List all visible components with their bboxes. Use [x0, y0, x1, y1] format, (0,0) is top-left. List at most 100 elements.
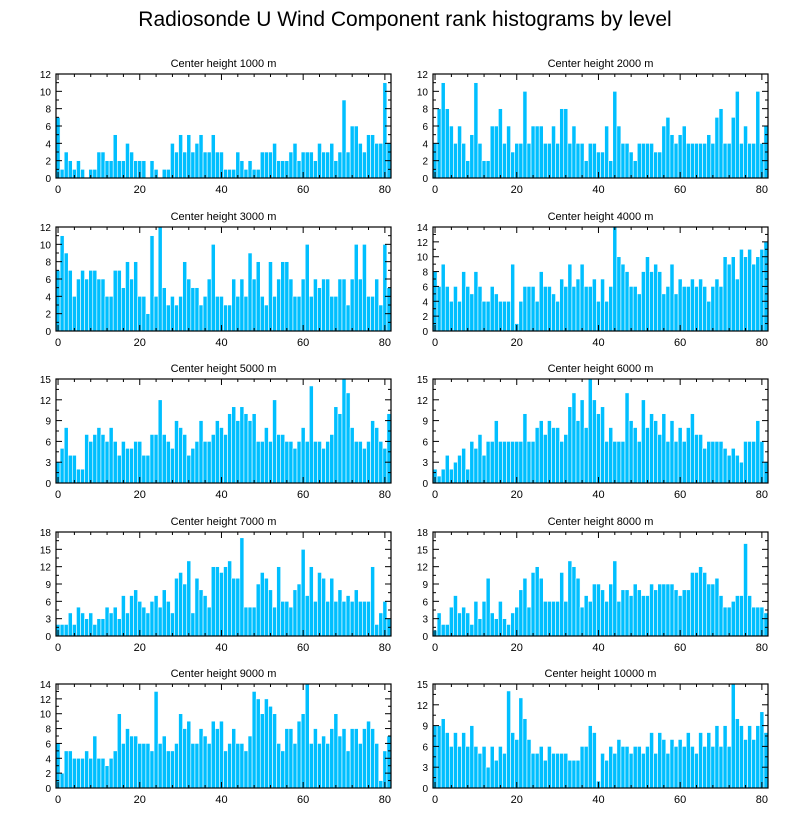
bar — [161, 287, 167, 332]
bar — [502, 441, 507, 484]
bar — [255, 441, 261, 484]
bar — [730, 683, 736, 789]
bar — [280, 160, 286, 179]
bar — [628, 151, 634, 179]
bar — [444, 624, 450, 637]
bar — [202, 151, 208, 179]
bar — [149, 750, 155, 789]
bar — [645, 595, 650, 637]
bar — [592, 143, 597, 179]
bar — [477, 753, 483, 789]
x-tick-label: 20 — [511, 794, 523, 806]
bar — [88, 612, 94, 637]
x-tick-label: 80 — [379, 642, 391, 654]
panel-title: Center height 2000 m — [548, 58, 654, 70]
bar — [510, 151, 516, 179]
bar — [735, 718, 740, 789]
bar — [223, 750, 228, 789]
bar — [215, 420, 220, 484]
x-tick-label: 80 — [756, 337, 768, 349]
bar — [174, 743, 179, 789]
y-tick-label: 2 — [422, 312, 428, 323]
bar — [677, 278, 683, 332]
bar — [636, 746, 642, 789]
bar — [608, 746, 614, 789]
bar — [304, 244, 310, 332]
bar — [108, 427, 114, 484]
bar — [522, 91, 528, 179]
bar — [296, 583, 302, 637]
x-tick-label: 40 — [215, 489, 227, 501]
bar — [661, 413, 667, 484]
bar — [321, 577, 326, 637]
y-tick-label: 15 — [417, 545, 429, 556]
bar — [763, 732, 769, 789]
bar — [251, 606, 257, 637]
bar — [292, 448, 298, 484]
bar — [215, 296, 220, 332]
x-tick-label: 0 — [55, 794, 61, 806]
bar — [345, 750, 351, 789]
bar — [129, 735, 134, 789]
y-tick-label: 4 — [45, 754, 51, 765]
bar — [722, 143, 728, 179]
bar — [440, 468, 446, 484]
x-tick-label: 40 — [215, 184, 227, 196]
bar — [665, 117, 671, 179]
bar — [358, 601, 363, 637]
bar — [378, 780, 384, 789]
bar — [272, 713, 277, 789]
y-tick-label: 18 — [40, 528, 52, 539]
bar — [551, 753, 556, 789]
bar — [174, 420, 179, 484]
bar — [567, 406, 573, 484]
bar — [477, 143, 483, 179]
bar — [710, 746, 716, 789]
bar — [714, 725, 720, 789]
bar — [198, 304, 204, 332]
bar — [612, 560, 618, 637]
bar — [755, 725, 761, 789]
bar — [370, 296, 375, 332]
bar — [514, 441, 520, 484]
bar — [632, 583, 638, 637]
bar — [596, 413, 601, 484]
bar — [555, 427, 560, 484]
bar — [202, 441, 208, 484]
panel-5: Center height 5000 m 0 20 40 60 80 0 3 6 9 12 15 — [40, 363, 392, 501]
bar — [166, 441, 171, 484]
bar — [206, 278, 212, 332]
bar — [63, 624, 69, 637]
bar — [469, 293, 475, 332]
bar — [624, 271, 630, 332]
bar — [681, 125, 687, 179]
bar — [198, 589, 204, 637]
bar — [194, 441, 200, 484]
x-tick-label: 20 — [511, 642, 523, 654]
y-tick-label: 6 — [45, 437, 51, 448]
bar — [215, 566, 220, 637]
panel-10: Center height 10000 m 0 20 40 60 80 0 3 6 9 12 15 — [417, 668, 769, 806]
bar — [755, 91, 761, 179]
bar — [300, 427, 306, 484]
bar — [722, 606, 728, 637]
bar — [702, 572, 708, 637]
bar — [308, 743, 314, 789]
bar — [649, 271, 654, 332]
bar — [457, 454, 462, 484]
bar — [632, 160, 638, 179]
bar — [255, 583, 261, 637]
y-tick-label: 8 — [45, 725, 51, 736]
bar — [469, 624, 475, 637]
y-tick-label: 3 — [422, 458, 428, 469]
bar — [378, 441, 384, 484]
bar — [698, 566, 703, 637]
bar — [358, 143, 363, 179]
bar — [694, 286, 699, 332]
bar — [345, 304, 351, 332]
y-tick-label: 12 — [40, 695, 52, 706]
bar — [202, 735, 208, 789]
bar — [239, 743, 245, 789]
bar — [178, 296, 183, 332]
bar — [575, 143, 581, 179]
